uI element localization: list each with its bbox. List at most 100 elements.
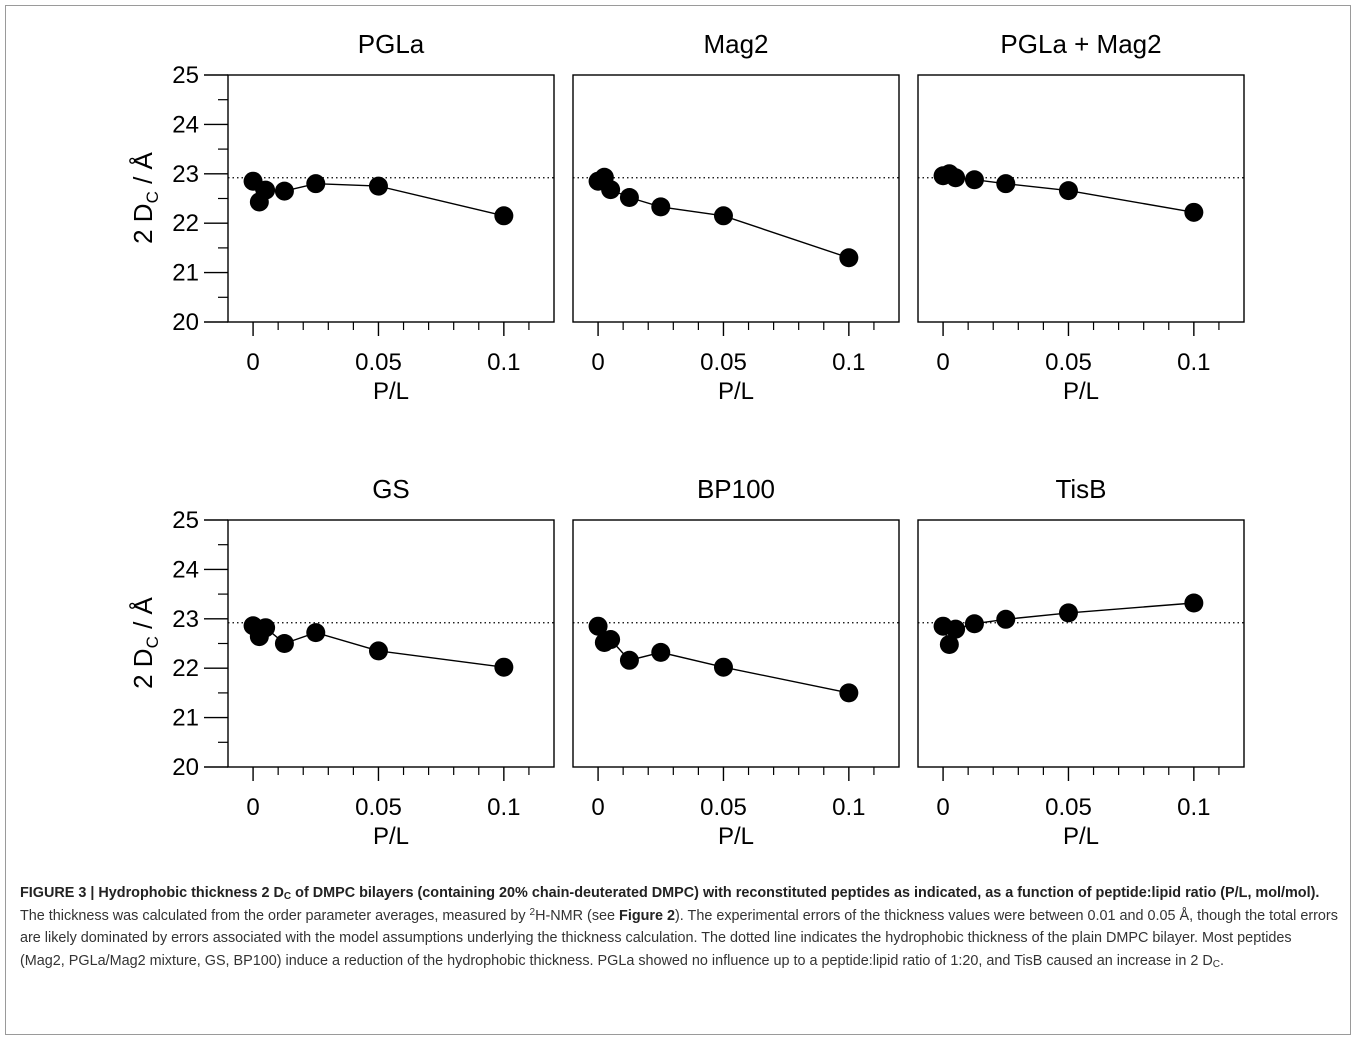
data-point <box>494 657 514 677</box>
data-point <box>1058 181 1078 201</box>
y-tick-label: 21 <box>172 705 199 732</box>
y-tick-label: 20 <box>172 309 199 336</box>
data-point <box>256 618 276 638</box>
y-tick-label: 21 <box>172 260 199 287</box>
data-point <box>274 634 294 653</box>
plot-frame <box>227 74 555 323</box>
chart-title: PGLa <box>358 29 425 59</box>
x-axis-label: P/L <box>1063 378 1099 405</box>
data-point <box>964 614 984 634</box>
chart-title: TisB <box>1055 474 1106 504</box>
data-point <box>1058 603 1078 623</box>
caption-superscript: 2 <box>529 906 536 918</box>
x-tick-label: 0.05 <box>700 349 747 376</box>
chart-title: BP100 <box>697 474 775 504</box>
data-point <box>996 609 1016 629</box>
x-axis-label: P/L <box>1063 823 1099 850</box>
y-tick-label: 23 <box>172 606 199 633</box>
data-point <box>939 634 959 654</box>
chart-panel: GS 0 0.05 0.1 P/L 20 21 22 23 24 25 2 DC / Å <box>128 474 555 850</box>
chart-title: PGLa + Mag2 <box>1000 29 1161 59</box>
caption-title-subscript: C <box>283 891 292 902</box>
data-point <box>839 683 859 703</box>
chart-title: GS <box>372 474 410 504</box>
caption-text-1: The thickness was calculated from the or… <box>20 907 530 924</box>
data-point <box>946 619 966 639</box>
x-tick-label: 0.05 <box>1045 794 1092 821</box>
figure-frame <box>5 5 1351 1035</box>
data-point <box>588 616 608 636</box>
y-tick-label: 25 <box>172 62 199 89</box>
plot-frame <box>917 74 1245 323</box>
plot-frame <box>917 519 1245 768</box>
x-tick-label: 0 <box>936 794 949 821</box>
chart-title: Mag2 <box>703 29 768 59</box>
data-point <box>368 641 388 661</box>
x-axis-label: P/L <box>373 378 409 405</box>
data-point <box>368 176 388 196</box>
x-tick-label: 0.1 <box>487 349 520 376</box>
data-point <box>946 168 966 188</box>
y-tick-label: 25 <box>172 507 199 534</box>
data-point <box>996 174 1016 194</box>
x-tick-label: 0.1 <box>487 794 520 821</box>
data-point <box>1184 593 1204 613</box>
x-tick-label: 0 <box>936 349 949 376</box>
x-tick-label: 0.05 <box>1045 349 1092 376</box>
data-point <box>964 170 984 190</box>
x-tick-label: 0 <box>591 794 604 821</box>
y-tick-label: 20 <box>172 754 199 781</box>
caption-title: FIGURE 3 | Hydrophobic thickness 2 DC of… <box>20 885 1320 902</box>
data-point <box>713 206 733 226</box>
data-point <box>839 248 859 268</box>
y-tick-label: 22 <box>172 655 199 682</box>
data-point <box>306 623 326 643</box>
x-tick-label: 0.1 <box>1177 794 1210 821</box>
chart-panel: TisB 0 0.05 0.1 P/L <box>917 474 1245 850</box>
x-tick-label: 0 <box>246 349 259 376</box>
caption-figure-ref: Figure 2 <box>619 907 676 924</box>
data-point <box>619 188 639 208</box>
x-tick-label: 0.05 <box>355 349 402 376</box>
chart-panel: PGLa 0 0.05 0.1 P/L 20 21 22 23 24 25 2 DC / Å <box>128 29 555 405</box>
data-point <box>601 630 621 650</box>
caption-title-part2: of DMPC bilayers (containing 20% chain-d… <box>291 885 1320 901</box>
x-axis-label: P/L <box>718 378 754 405</box>
data-point <box>601 180 621 200</box>
chart-panel: Mag2 0 0.05 0.1 P/L <box>572 29 900 405</box>
x-axis-label: P/L <box>718 823 754 850</box>
chart-panel: BP100 0 0.05 0.1 P/L <box>572 474 900 850</box>
data-point <box>256 180 276 200</box>
figure-panels: PGLa 0 0.05 0.1 P/L 20 21 22 23 24 25 2 DC / Å Mag2 0… <box>128 29 1245 850</box>
plot-frame <box>572 74 900 323</box>
x-tick-label: 0 <box>246 794 259 821</box>
caption-end-subscript: C <box>1212 959 1220 971</box>
x-axis-label: P/L <box>373 823 409 850</box>
data-point <box>494 206 514 226</box>
y-axis-label: 2 DC / Å <box>128 151 162 243</box>
chart-panel: PGLa + Mag2 0 0.05 0.1 P/L <box>917 29 1245 405</box>
x-tick-label: 0.1 <box>832 349 865 376</box>
data-point <box>274 181 294 201</box>
x-tick-label: 0.05 <box>700 794 747 821</box>
caption-title-part1: FIGURE 3 | Hydrophobic thickness 2 D <box>20 885 284 901</box>
caption-text-2: H-NMR (see <box>535 907 620 924</box>
x-tick-label: 0 <box>591 349 604 376</box>
x-tick-label: 0.05 <box>355 794 402 821</box>
y-tick-label: 24 <box>172 556 199 583</box>
data-point <box>619 650 639 670</box>
caption-text-3: ). The experimental errors of the thickn… <box>20 907 1338 970</box>
figure-caption: FIGURE 3 | Hydrophobic thickness 2 DC of… <box>20 882 1338 973</box>
plot-frame <box>572 519 900 768</box>
y-tick-label: 22 <box>172 210 199 237</box>
data-point <box>713 657 733 677</box>
data-point <box>651 642 671 662</box>
data-point <box>651 197 671 217</box>
x-tick-label: 0.1 <box>1177 349 1210 376</box>
data-point <box>306 174 326 194</box>
y-tick-label: 23 <box>172 161 199 188</box>
caption-end: . <box>1219 953 1224 970</box>
x-tick-label: 0.1 <box>832 794 865 821</box>
data-point <box>1184 202 1204 222</box>
y-tick-label: 24 <box>172 111 199 138</box>
